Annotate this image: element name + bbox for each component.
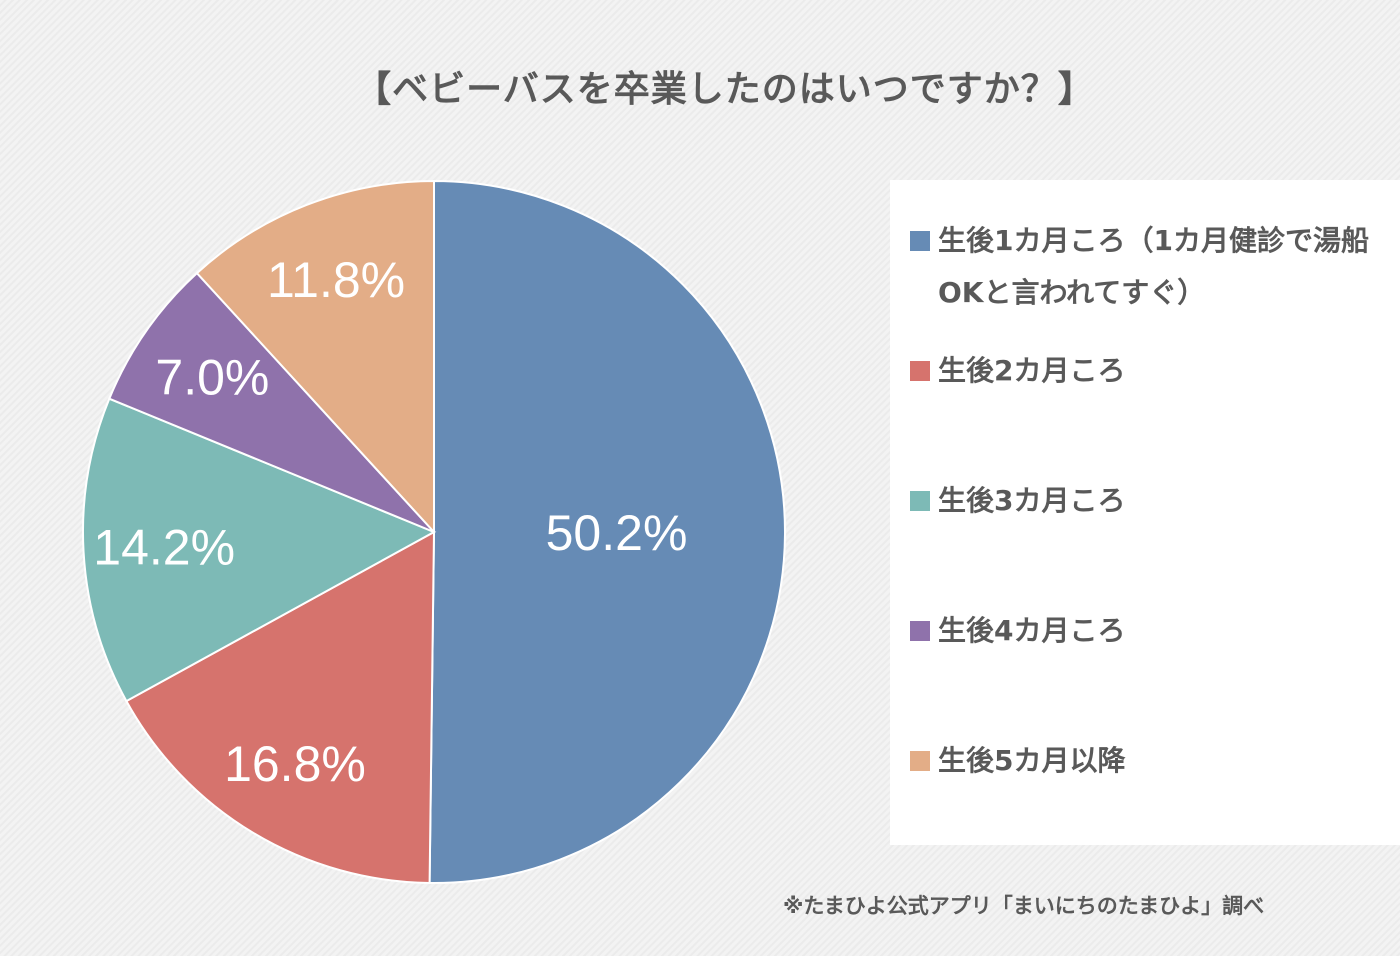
pie-slice	[428, 179, 786, 884]
data-label: 14.2%	[93, 519, 235, 575]
legend-label: 生後3カ月ころ	[938, 484, 1126, 517]
legend-item: 生後3カ月ころ	[910, 475, 1380, 527]
legend-item: 生後4カ月ころ	[910, 605, 1380, 657]
pie-slice	[125, 530, 436, 884]
legend: 生後1カ月ころ（1カ月健診で湯船OKと言われてすぐ） 生後2カ月ころ 生後3カ月ころ…	[890, 180, 1400, 845]
legend-swatch	[910, 491, 930, 511]
data-label: 11.8%	[267, 252, 405, 308]
legend-label: 生後4カ月ころ	[938, 614, 1126, 647]
legend-label: 生後5カ月以降	[938, 744, 1126, 777]
legend-swatch	[910, 621, 930, 641]
data-label: 16.8%	[224, 736, 366, 792]
data-label: 50.2%	[546, 505, 688, 561]
data-label: 7.0%	[155, 349, 269, 405]
pie-slice	[195, 179, 435, 535]
legend-item: 生後1カ月ころ（1カ月健診で湯船OKと言われてすぐ）	[910, 215, 1380, 319]
legend-item: 生後2カ月ころ	[910, 345, 1380, 397]
legend-swatch	[910, 231, 930, 251]
legend-swatch	[910, 361, 930, 381]
pie-chart: 50.2% 16.8% 14.2% 7.0% 11.8%	[82, 179, 786, 884]
chart-title: 【ベビーバスを卒業したのはいつですか？】	[355, 69, 1095, 110]
pie-slice	[107, 271, 435, 533]
pie-slice	[82, 397, 437, 703]
legend-swatch	[910, 751, 930, 771]
legend-label: 生後2カ月ころ	[938, 354, 1126, 387]
legend-item: 生後5カ月以降	[910, 735, 1380, 787]
footnote: ※たまひよ公式アプリ「まいにちのたまひよ」調べ	[783, 894, 1265, 918]
legend-label: 生後1カ月ころ（1カ月健診で湯船OKと言われてすぐ）	[938, 224, 1369, 309]
